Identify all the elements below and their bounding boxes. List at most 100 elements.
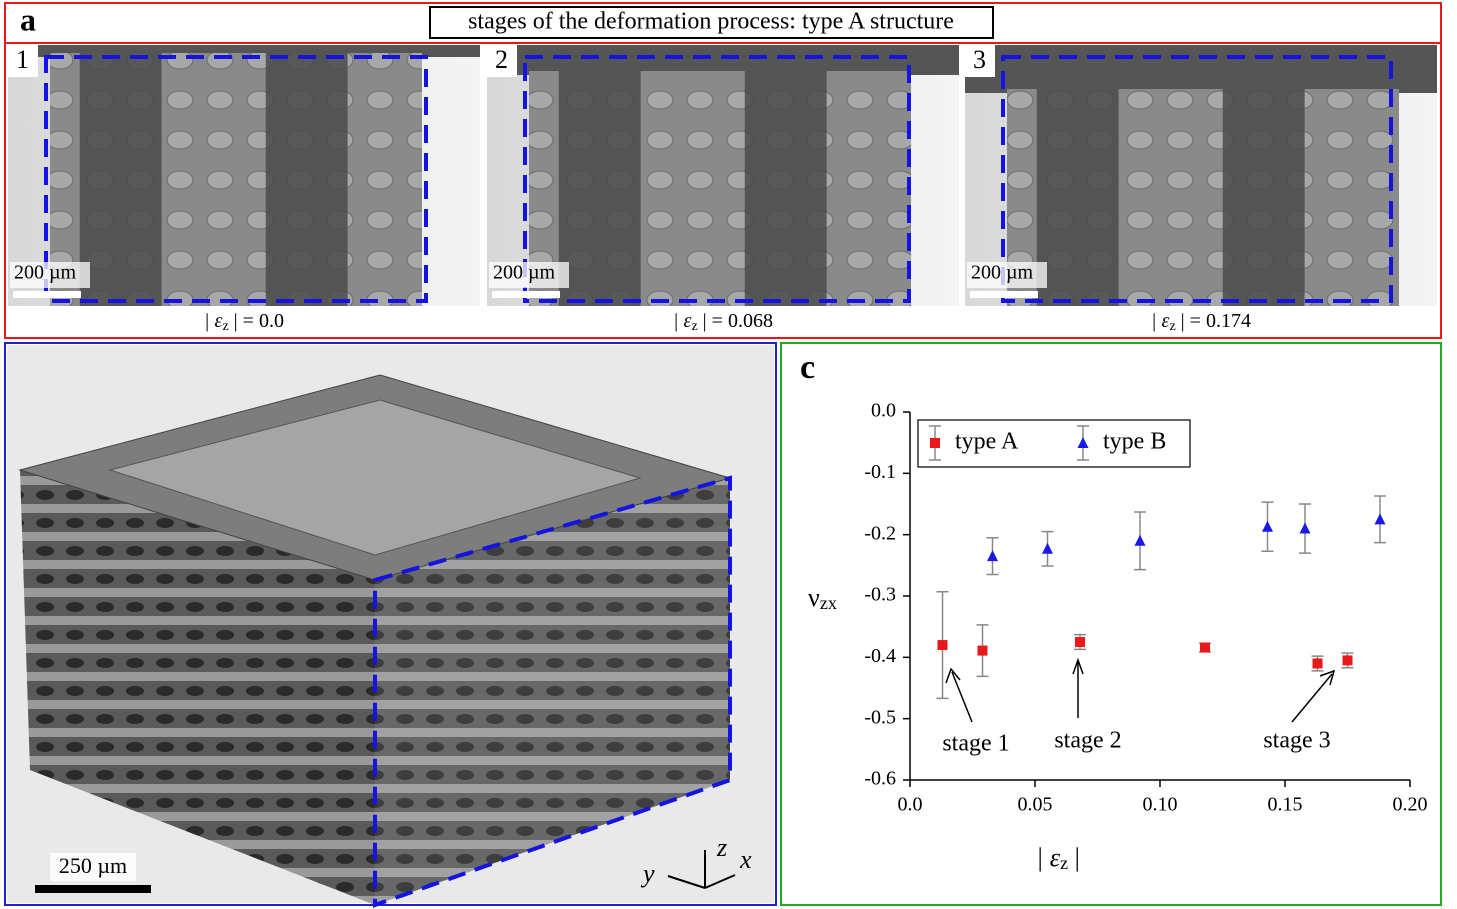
annotation: stage 2 xyxy=(1054,728,1121,754)
dark-column xyxy=(744,71,827,306)
dark-column xyxy=(79,53,162,306)
x-axis xyxy=(704,874,736,889)
marker xyxy=(1042,542,1053,554)
marker xyxy=(1299,522,1311,534)
strain-label-part: z xyxy=(691,319,697,334)
x-tick-label: 0.15 xyxy=(1268,794,1303,816)
scale-bar xyxy=(35,885,151,893)
marker xyxy=(977,645,988,656)
left-face xyxy=(20,470,375,905)
strain-label-part: | ε xyxy=(673,310,691,332)
chart: 0.0-0.1-0.2-0.3-0.4-0.5-0.60.0 0.05 0.10 0.… xyxy=(808,400,1428,874)
marker xyxy=(1134,534,1146,546)
strain-label: | εz | = 0.0 xyxy=(204,310,284,335)
marker xyxy=(1312,658,1323,669)
x-axis-label: | εz | xyxy=(1036,843,1080,873)
axis-z: z xyxy=(716,833,727,862)
dark-column xyxy=(1036,89,1119,306)
marker xyxy=(1374,513,1386,525)
frame-number: 1 xyxy=(16,45,29,74)
number-bg xyxy=(8,45,38,77)
marker xyxy=(930,438,940,448)
strain-label-part: | = 0.174 xyxy=(1176,310,1251,332)
y-axis-label-part: ν xyxy=(808,583,820,612)
arrow-head xyxy=(1072,657,1084,675)
marker xyxy=(937,640,948,651)
dark-column xyxy=(1222,89,1305,306)
frame-number: 2 xyxy=(495,45,508,74)
legend-label: type B xyxy=(1103,429,1166,455)
legend-box xyxy=(917,419,1191,468)
strain-label: | εz | = 0.174 xyxy=(1151,310,1251,335)
x-tick-label: 0.05 xyxy=(1018,794,1053,816)
scale-bg xyxy=(489,262,569,288)
marker xyxy=(1077,437,1089,448)
axis-triad xyxy=(667,850,736,889)
y-tick-label: -0.6 xyxy=(864,768,896,790)
photo-top xyxy=(965,45,1437,93)
top-grid xyxy=(108,399,642,556)
x-tick-label: 0.10 xyxy=(1143,794,1178,816)
dark-column xyxy=(558,71,641,306)
scale-label: 200 µm xyxy=(971,262,1034,284)
x-axis-label-part: | xyxy=(1068,843,1080,872)
arrow xyxy=(951,671,973,723)
frame-number: 3 xyxy=(973,45,986,74)
scale-label: 200 µm xyxy=(14,262,77,284)
strain-label: | εz | = 0.068 xyxy=(673,310,773,335)
panel-label: a xyxy=(20,1,36,37)
annotation: stage 1 xyxy=(942,731,1009,757)
dashed-box xyxy=(1001,55,1393,303)
strain-label-part: | ε xyxy=(1151,310,1169,332)
y-axis-label-part: zx xyxy=(820,593,837,613)
y-tick-label: -0.1 xyxy=(864,461,896,483)
strain-label-part: | = 0.0 xyxy=(229,310,284,332)
number-bg xyxy=(965,45,995,77)
scale-bg xyxy=(967,262,1047,288)
scale-label: 200 µm xyxy=(493,262,556,284)
scale-bar xyxy=(492,291,560,298)
strain-label-part: z xyxy=(1169,319,1175,334)
number-bg xyxy=(487,45,517,77)
lattice-photo: 250 µm z x y xyxy=(7,345,774,908)
x-tick-label: 0.0 xyxy=(898,794,923,816)
legend-entry: type A xyxy=(929,425,1019,461)
scale-bg xyxy=(10,262,90,288)
strain-label-part: | ε xyxy=(204,310,222,332)
axis-y: y xyxy=(640,859,655,888)
marker xyxy=(1075,637,1085,647)
x-axis-label-part: z xyxy=(1060,853,1068,873)
arrow-head xyxy=(945,667,961,684)
strain-label-part: z xyxy=(222,319,228,334)
panel-b-border xyxy=(4,342,777,906)
right-face xyxy=(375,478,730,905)
panel-title: stages of the deformation process: type … xyxy=(468,9,954,35)
scale-bar xyxy=(970,291,1038,298)
scale-label: 250 µm xyxy=(59,853,127,878)
panel-label: c xyxy=(800,349,815,386)
x-axis-label-part: | ε xyxy=(1036,843,1061,872)
arrows xyxy=(945,657,1336,723)
arrow-head xyxy=(1319,669,1336,686)
y-axis-label: νzx xyxy=(808,583,837,613)
x-tick-label: 0.20 xyxy=(1393,794,1428,816)
scale-bar xyxy=(13,291,81,298)
dashed-box xyxy=(373,475,732,908)
title-box xyxy=(429,6,994,39)
dashed-box xyxy=(523,55,911,303)
y-tick-label: -0.3 xyxy=(864,584,896,606)
panel-a-border xyxy=(4,2,1442,339)
arrow xyxy=(1291,673,1333,723)
y-tick-label: 0.0 xyxy=(871,400,896,422)
annotation: stage 3 xyxy=(1263,728,1330,754)
strain-label-part: | = 0.068 xyxy=(698,310,773,332)
dashed-box xyxy=(44,55,428,303)
panel-c-border xyxy=(780,342,1442,906)
y-axis xyxy=(667,875,706,889)
legend-entry: type B xyxy=(1077,425,1166,461)
marker xyxy=(1200,642,1210,653)
y-tick-label: -0.5 xyxy=(864,706,896,728)
marker xyxy=(1262,520,1273,532)
